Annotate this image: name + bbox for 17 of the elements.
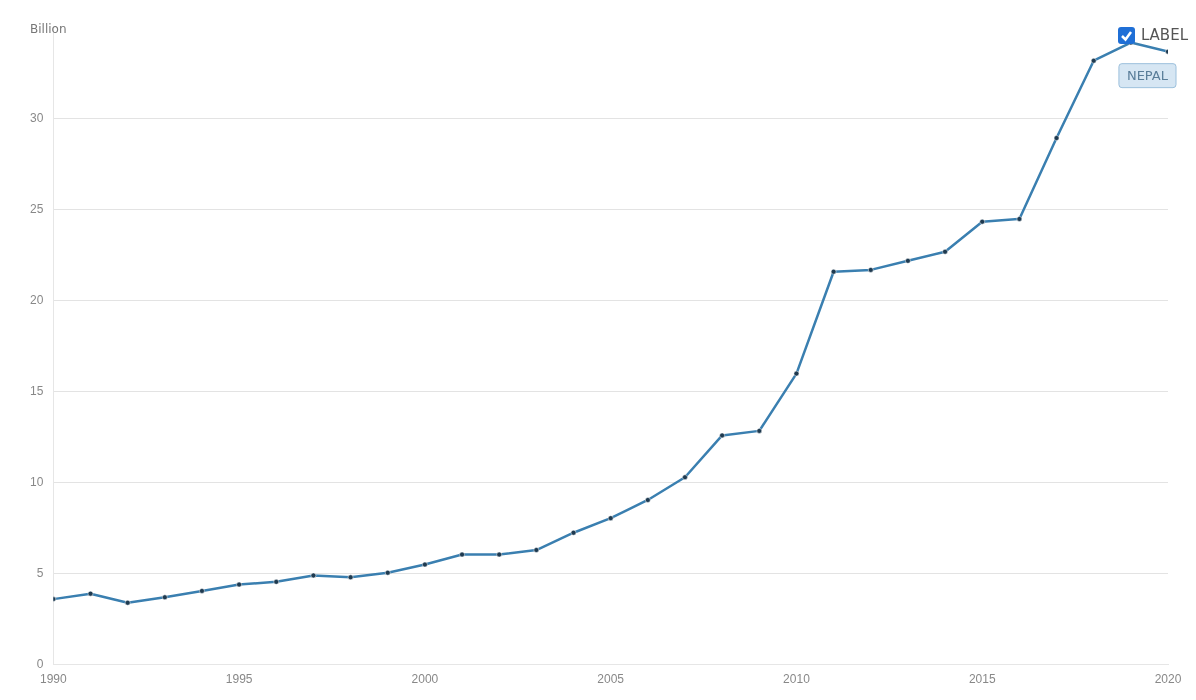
y-tick-label: 0 (36, 656, 44, 671)
x-tick-label: 1990 (40, 672, 68, 687)
y-tick-label: 20 (29, 293, 44, 308)
y-tick-label: 30 (29, 111, 44, 126)
y-tick-label: 15 (29, 384, 44, 399)
y-axis-title: Billion (30, 22, 67, 36)
y-tick-label: 5 (36, 565, 44, 580)
series-label: NEPAL (1126, 68, 1169, 84)
x-tick-label: 2000 (411, 672, 439, 687)
x-tick-label: 2020 (1154, 672, 1182, 687)
y-tick-label: 10 (29, 475, 44, 490)
annotation: LABEL (1140, 26, 1188, 44)
x-tick-label: 2010 (783, 672, 811, 687)
y-tick-label: 25 (29, 202, 44, 217)
x-tick-label: 1995 (225, 672, 253, 687)
x-tick-label: 2015 (968, 672, 996, 687)
x-tick-label: 2005 (597, 672, 625, 687)
